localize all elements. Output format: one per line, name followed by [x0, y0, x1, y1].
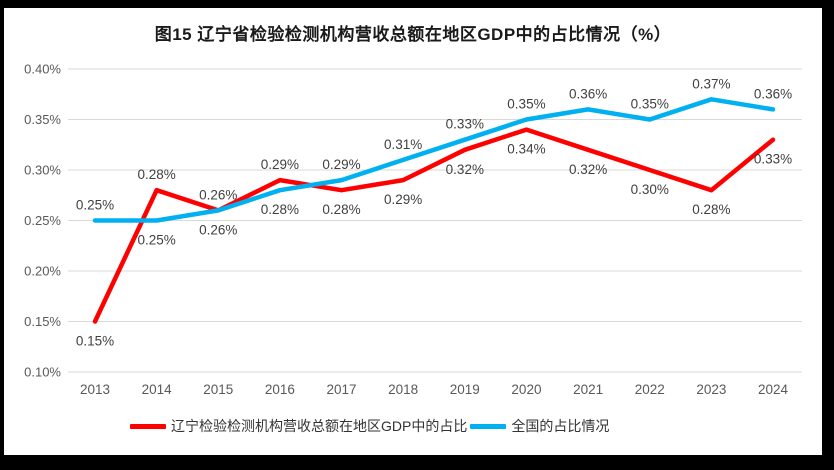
data-label-liaoning: 0.28%	[692, 202, 730, 217]
x-tick-label: 2021	[573, 382, 603, 397]
data-label-liaoning: 0.29%	[384, 192, 422, 207]
data-label-liaoning: 0.26%	[199, 187, 237, 202]
x-tick-label: 2020	[511, 382, 541, 397]
data-label-liaoning: 0.32%	[446, 162, 484, 177]
y-tick-label: 0.35%	[24, 112, 61, 127]
data-label-liaoning: 0.33%	[754, 152, 792, 167]
x-tick-label: 2024	[758, 382, 789, 397]
legend: 辽宁检验检测机构营收总额在地区GDP中的占比 全国的占比情况	[130, 417, 609, 435]
legend-label: 辽宁检验检测机构营收总额在地区GDP中的占比	[171, 418, 468, 434]
legend-item-national: 全国的占比情况	[470, 416, 609, 436]
series-line-liaoning	[92, 127, 776, 324]
legend-line-swatch	[470, 423, 507, 429]
y-tick-label: 0.25%	[24, 213, 61, 228]
x-tick-label: 2023	[696, 382, 726, 397]
data-label-national: 0.33%	[446, 117, 484, 132]
data-label-national: 0.29%	[322, 157, 360, 172]
data-label-national: 0.28%	[261, 202, 299, 217]
data-label-liaoning: 0.29%	[261, 157, 299, 172]
y-tick-label: 0.20%	[24, 264, 61, 279]
data-label-national: 0.25%	[137, 233, 175, 248]
legend-label: 全国的占比情况	[511, 418, 610, 434]
data-label-national: 0.36%	[569, 86, 607, 101]
legend-item-liaoning: 辽宁检验检测机构营收总额在地区GDP中的占比	[130, 416, 467, 436]
x-tick-label: 2022	[635, 382, 665, 397]
x-tick-label: 2014	[142, 382, 173, 397]
series-line-national	[92, 97, 776, 223]
y-tick-label: 0.30%	[24, 163, 61, 178]
x-tick-label: 2015	[203, 382, 233, 397]
data-label-liaoning: 0.15%	[76, 334, 114, 349]
data-label-national: 0.26%	[199, 222, 237, 237]
y-tick-label: 0.40%	[24, 62, 61, 77]
y-tick-label: 0.15%	[24, 314, 61, 329]
data-label-national: 0.35%	[631, 97, 669, 112]
data-label-national: 0.37%	[692, 76, 730, 91]
data-label-national: 0.31%	[384, 137, 422, 152]
data-label-liaoning: 0.30%	[631, 182, 669, 197]
x-tick-label: 2016	[265, 382, 295, 397]
data-label-liaoning: 0.34%	[507, 142, 545, 157]
data-label-liaoning: 0.32%	[569, 162, 607, 177]
data-label-liaoning: 0.28%	[322, 202, 360, 217]
data-label-liaoning: 0.28%	[137, 167, 175, 182]
x-tick-label: 2018	[388, 382, 418, 397]
data-label-national: 0.25%	[76, 198, 114, 213]
x-tick-label: 2019	[450, 382, 480, 397]
data-label-national: 0.35%	[507, 97, 545, 112]
data-label-national: 0.36%	[754, 86, 792, 101]
chart-title: 图15 辽宁省检验检测机构营收总额在地区GDP中的占比情况（%）	[154, 25, 672, 44]
line-chart: 0.40% 0.35% 0.30% 0.25% 0.20% 0.15% 0.10% 2013 2…	[24, 62, 802, 397]
legend-line-swatch	[130, 423, 166, 429]
x-tick-label: 2013	[80, 382, 110, 397]
chart-panel: 图15 辽宁省检验检测机构营收总额在地区GDP中的占比情况（%） 0.40% 0.…	[4, 8, 822, 455]
x-tick-label: 2017	[327, 382, 357, 397]
y-tick-label: 0.10%	[24, 365, 61, 380]
